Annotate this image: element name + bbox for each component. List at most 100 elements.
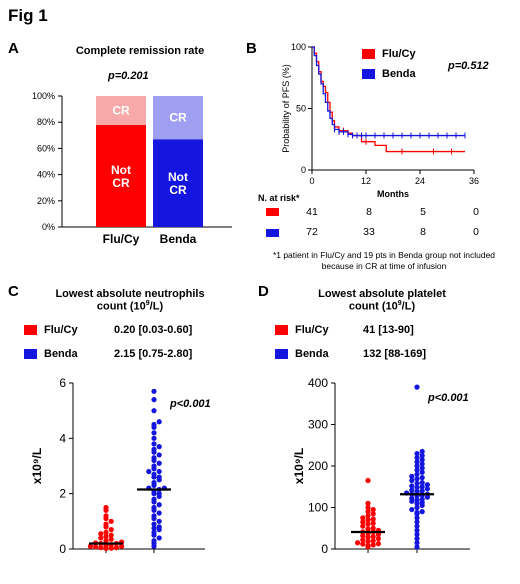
- panel-d-point-1-46: [414, 459, 420, 465]
- legend-b-benda: Benda: [362, 68, 416, 80]
- panel-c-point-1-48: [156, 419, 162, 425]
- panel-c-point-1-27: [151, 480, 157, 486]
- panel-d-point-1-49: [419, 453, 425, 459]
- footnote-line-1: *1 patient in Flu/Cy and 19 pts in Benda…: [272, 250, 496, 260]
- panel-d-point-0-28: [370, 511, 376, 517]
- panel-letter-c: C: [8, 283, 19, 300]
- panel-d-point-1-43: [419, 465, 425, 471]
- legend-c-benda-swatch: [24, 349, 37, 359]
- panel-d-title-sup: 9: [397, 300, 402, 307]
- panel-d-point-1-48: [414, 455, 420, 461]
- panel-d-point-0-13: [375, 531, 381, 538]
- panel-c-point-1-44: [151, 435, 157, 441]
- panel-d-point-1-26: [414, 489, 420, 495]
- panel-d-point-1-34: [414, 480, 420, 487]
- panel-c-point-1-35: [151, 463, 157, 469]
- panel-d-point-1-2: [414, 536, 420, 542]
- panel-d-ytick-label: 100: [308, 501, 328, 515]
- panel-c-ytick-label: 4: [59, 431, 66, 445]
- panel-d-point-1-11: [409, 506, 415, 513]
- panel-c-point-1-41: [151, 446, 157, 452]
- panel-c-point-1-51: [151, 388, 157, 394]
- panel-c-point-0-22: [103, 521, 109, 527]
- panel-d-point-0-12: [360, 533, 366, 539]
- panel-d-ytick-label: 400: [308, 376, 328, 390]
- panel-c-point-0-27: [103, 504, 109, 511]
- panel-c-point-1-13: [156, 510, 162, 516]
- panel-b-xtick-label: 36: [469, 176, 479, 186]
- panel-c-point-1-31: [151, 471, 157, 477]
- panel-d-point-1-27: [419, 488, 425, 494]
- panel-d-point-1-10: [419, 509, 425, 515]
- panel-letter-d: D: [258, 283, 269, 300]
- panel-b-xtick-label: 24: [415, 176, 425, 186]
- panel-d-point-1-7: [414, 515, 420, 521]
- panel-c-point-1-3: [156, 535, 162, 541]
- panel-c-pvalue: p<0.001: [170, 398, 211, 410]
- panel-d-point-0-6: [365, 538, 371, 545]
- figure-title: Fig 1: [8, 6, 48, 25]
- panel-c-point-1-18: [151, 496, 157, 502]
- panel-d-title: Lowest absolute platelet count (109/L): [282, 288, 482, 313]
- bar-not-cr-1: [153, 139, 203, 227]
- risk-flucy-24: 5: [420, 206, 426, 218]
- panel-b-ytick-label: 0: [301, 165, 306, 175]
- panel-d-point-0-18: [365, 526, 371, 532]
- panel-d-point-1-51: [419, 448, 425, 455]
- panel-d-point-0-7: [370, 538, 376, 544]
- legend-d-benda-swatch: [275, 349, 288, 359]
- panel-c-point-1-36: [156, 460, 162, 466]
- panel-a-ytick-label: 80%: [37, 117, 55, 127]
- panel-d-point-1-41: [419, 469, 425, 475]
- risk-flucy-12: 8: [366, 206, 372, 218]
- panel-d-point-0-5: [355, 540, 361, 546]
- risk-benda-24: 8: [420, 226, 426, 238]
- panel-b-xtick-label: 12: [361, 176, 371, 186]
- panel-c-title: Lowest absolute neutrophils count (109/L…: [30, 288, 230, 313]
- legend-b-flucy-swatch: [362, 49, 375, 59]
- legend-c-flucy: Flu/Cy 0.20 [0.03-0.60]: [24, 324, 192, 336]
- panel-d-point-1-4: [414, 527, 420, 533]
- legend-c-benda-value: 2.15 [0.75-2.80]: [114, 348, 193, 360]
- panel-c-ylabel: x10⁹/L: [30, 448, 44, 484]
- panel-d-point-0-26: [360, 515, 366, 521]
- bar-not-cr-0: [96, 124, 146, 227]
- panel-c-title-sup: 9: [145, 300, 150, 307]
- legend-b-flucy-label: Flu/Cy: [382, 48, 416, 60]
- panel-d-point-1-29: [424, 486, 430, 492]
- panel-c-point-1-49: [151, 408, 157, 414]
- panel-a-category-1: Benda: [160, 232, 197, 246]
- panel-d-point-0-19: [370, 525, 376, 531]
- bar-cr-1: [153, 96, 203, 140]
- panel-b-chart: 0 50 100 0 12 24 36 Months Probability of PFS (%…: [281, 42, 479, 199]
- risk-flucy-36: 0: [473, 206, 479, 218]
- panel-c-point-0-13: [103, 538, 109, 544]
- panel-d-point-1-5: [414, 523, 420, 529]
- panel-d-point-0-29: [365, 509, 371, 515]
- legend-c-benda: Benda 2.15 [0.75-2.80]: [24, 348, 192, 360]
- risk-benda-12: 33: [363, 226, 375, 238]
- legend-c-benda-label: Benda: [44, 348, 78, 360]
- panel-c-point-1-8: [156, 524, 162, 530]
- panel-c-point-0-25: [103, 513, 109, 519]
- panel-c-point-1-42: [156, 444, 162, 450]
- panel-d-ylabel: x10⁹/L: [292, 448, 306, 484]
- panel-d-point-0-2: [370, 542, 376, 548]
- legend-d-flucy: Flu/Cy 41 [13-90]: [275, 324, 414, 336]
- panel-d-title-line2: count (109/L): [282, 300, 482, 313]
- panel-c-point-1-32: [156, 468, 162, 475]
- panel-d-ytick-label: 300: [308, 418, 328, 432]
- panel-c-title-3: /L): [149, 300, 164, 313]
- panel-b-xtick-label: 0: [309, 176, 314, 186]
- panel-c-point-1-16: [156, 502, 162, 508]
- panel-d-point-1-1: [414, 540, 420, 546]
- panel-d-point-0-31: [365, 504, 371, 511]
- panel-a-category-0: Flu/Cy: [103, 232, 140, 246]
- bar-cr-label-1: CR: [169, 111, 187, 125]
- panel-d-point-0-32: [365, 500, 371, 506]
- panel-d-point-0-21: [365, 521, 371, 527]
- legend-d-benda: Benda 132 [88-169]: [275, 348, 426, 360]
- panel-c-point-1-9: [151, 521, 157, 527]
- panel-c-point-1-21: [156, 491, 162, 497]
- panel-d-point-1-42: [414, 467, 420, 473]
